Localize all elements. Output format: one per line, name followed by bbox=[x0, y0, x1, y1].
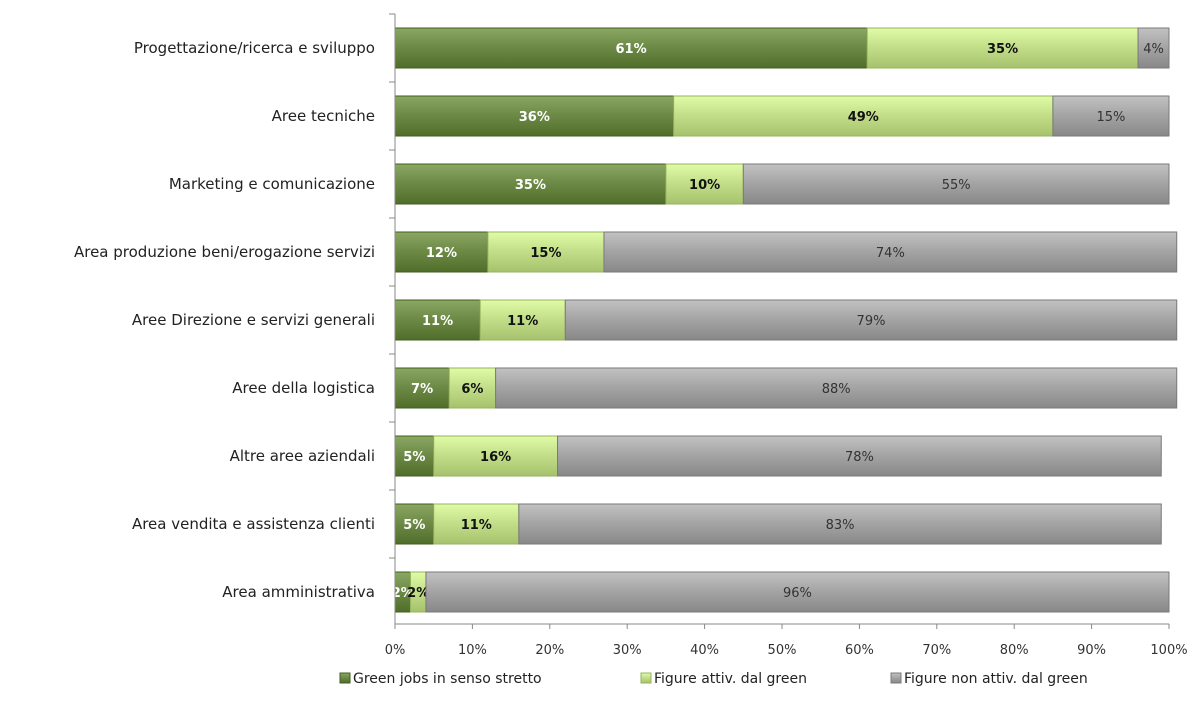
data-label: 6% bbox=[461, 382, 483, 397]
bar-segment bbox=[433, 435, 559, 477]
bar-segment bbox=[394, 435, 435, 477]
x-tick-label: 10% bbox=[458, 643, 487, 658]
bar-segment bbox=[394, 503, 435, 545]
data-label: 4% bbox=[1143, 42, 1164, 57]
bar-segment bbox=[518, 503, 1162, 545]
data-label: 11% bbox=[422, 314, 453, 329]
bar-segment bbox=[394, 299, 481, 341]
data-label: 15% bbox=[1096, 110, 1125, 125]
x-tick-label: 90% bbox=[1077, 643, 1106, 658]
category-label: Aree tecniche bbox=[272, 107, 375, 125]
category-label: Marketing e comunicazione bbox=[169, 175, 375, 193]
data-label: 2% bbox=[407, 586, 429, 601]
bar-segment bbox=[394, 27, 868, 69]
x-tick-label: 60% bbox=[845, 643, 874, 658]
bar-segment bbox=[425, 571, 1170, 613]
data-label: 88% bbox=[822, 382, 851, 397]
bar-segment bbox=[394, 231, 489, 273]
x-tick-label: 50% bbox=[768, 643, 797, 658]
data-label: 15% bbox=[530, 246, 561, 261]
category-label: Aree della logistica bbox=[232, 379, 375, 397]
bar-segment bbox=[665, 163, 744, 205]
x-tick-label: 40% bbox=[690, 643, 719, 658]
data-label: 36% bbox=[519, 110, 550, 125]
bar-segment bbox=[394, 95, 675, 137]
bar-segment bbox=[603, 231, 1178, 273]
data-label: 49% bbox=[848, 110, 879, 125]
bar-segment bbox=[742, 163, 1170, 205]
data-label: 16% bbox=[480, 450, 511, 465]
bar-segment bbox=[866, 27, 1139, 69]
data-label: 7% bbox=[411, 382, 433, 397]
legend-swatch bbox=[339, 672, 351, 684]
category-label: Progettazione/ricerca e sviluppo bbox=[134, 39, 375, 57]
bar-segment bbox=[673, 95, 1054, 137]
x-tick-label: 30% bbox=[613, 643, 642, 658]
category-label: Area amministrativa bbox=[222, 583, 375, 601]
data-label: 5% bbox=[403, 450, 425, 465]
bar-segment bbox=[479, 299, 566, 341]
legend-swatch bbox=[890, 672, 902, 684]
bar-segment bbox=[564, 299, 1178, 341]
bar-segment bbox=[1137, 27, 1170, 69]
legend-label: Figure non attiv. dal green bbox=[904, 671, 1088, 687]
category-label: Aree Direzione e servizi generali bbox=[132, 311, 375, 329]
data-label: 12% bbox=[426, 246, 457, 261]
x-tick-label: 100% bbox=[1150, 643, 1187, 658]
data-label: 96% bbox=[783, 586, 812, 601]
x-tick-label: 0% bbox=[385, 643, 406, 658]
data-label: 11% bbox=[507, 314, 538, 329]
category-label: Altre aree aziendali bbox=[230, 447, 375, 465]
data-label: 5% bbox=[403, 518, 425, 533]
x-axis: 0% 10% 20% 30% 40% 50% 60% 70% 80% 90% 100% bbox=[385, 14, 1188, 658]
x-tick-label: 70% bbox=[922, 643, 951, 658]
legend-swatch bbox=[640, 672, 652, 684]
bars-layer: 61% 35% 4% 36% 49% 15% 35% 10% 55% 12% 15% 74% 11% 11… bbox=[392, 27, 1178, 613]
data-label: 61% bbox=[616, 42, 647, 57]
data-label: 35% bbox=[987, 42, 1018, 57]
x-tick-label: 80% bbox=[1000, 643, 1029, 658]
bar-segment bbox=[495, 367, 1178, 409]
data-label: 83% bbox=[826, 518, 855, 533]
data-label: 11% bbox=[461, 518, 492, 533]
legend-label: Figure attiv. dal green bbox=[654, 671, 807, 687]
data-label: 74% bbox=[876, 246, 905, 261]
x-tick-label: 20% bbox=[535, 643, 564, 658]
bar-segment bbox=[557, 435, 1162, 477]
legend-label: Green jobs in senso stretto bbox=[353, 671, 542, 687]
category-axis: Progettazione/ricerca e sviluppo Aree tec… bbox=[74, 13, 395, 601]
bar-segment bbox=[394, 163, 667, 205]
bar-segment bbox=[1052, 95, 1170, 137]
category-label: Area vendita e assistenza clienti bbox=[132, 515, 375, 533]
data-label: 2% bbox=[392, 586, 414, 601]
data-label: 79% bbox=[857, 314, 886, 329]
category-label: Area produzione beni/erogazione servizi bbox=[74, 243, 375, 261]
data-label: 55% bbox=[942, 178, 971, 193]
bar-segment bbox=[433, 503, 520, 545]
data-label: 10% bbox=[689, 178, 720, 193]
legend: Green jobs in senso stretto Figure attiv.… bbox=[339, 671, 1088, 687]
data-label: 35% bbox=[515, 178, 546, 193]
bar-segment bbox=[448, 367, 497, 409]
data-label: 78% bbox=[845, 450, 874, 465]
